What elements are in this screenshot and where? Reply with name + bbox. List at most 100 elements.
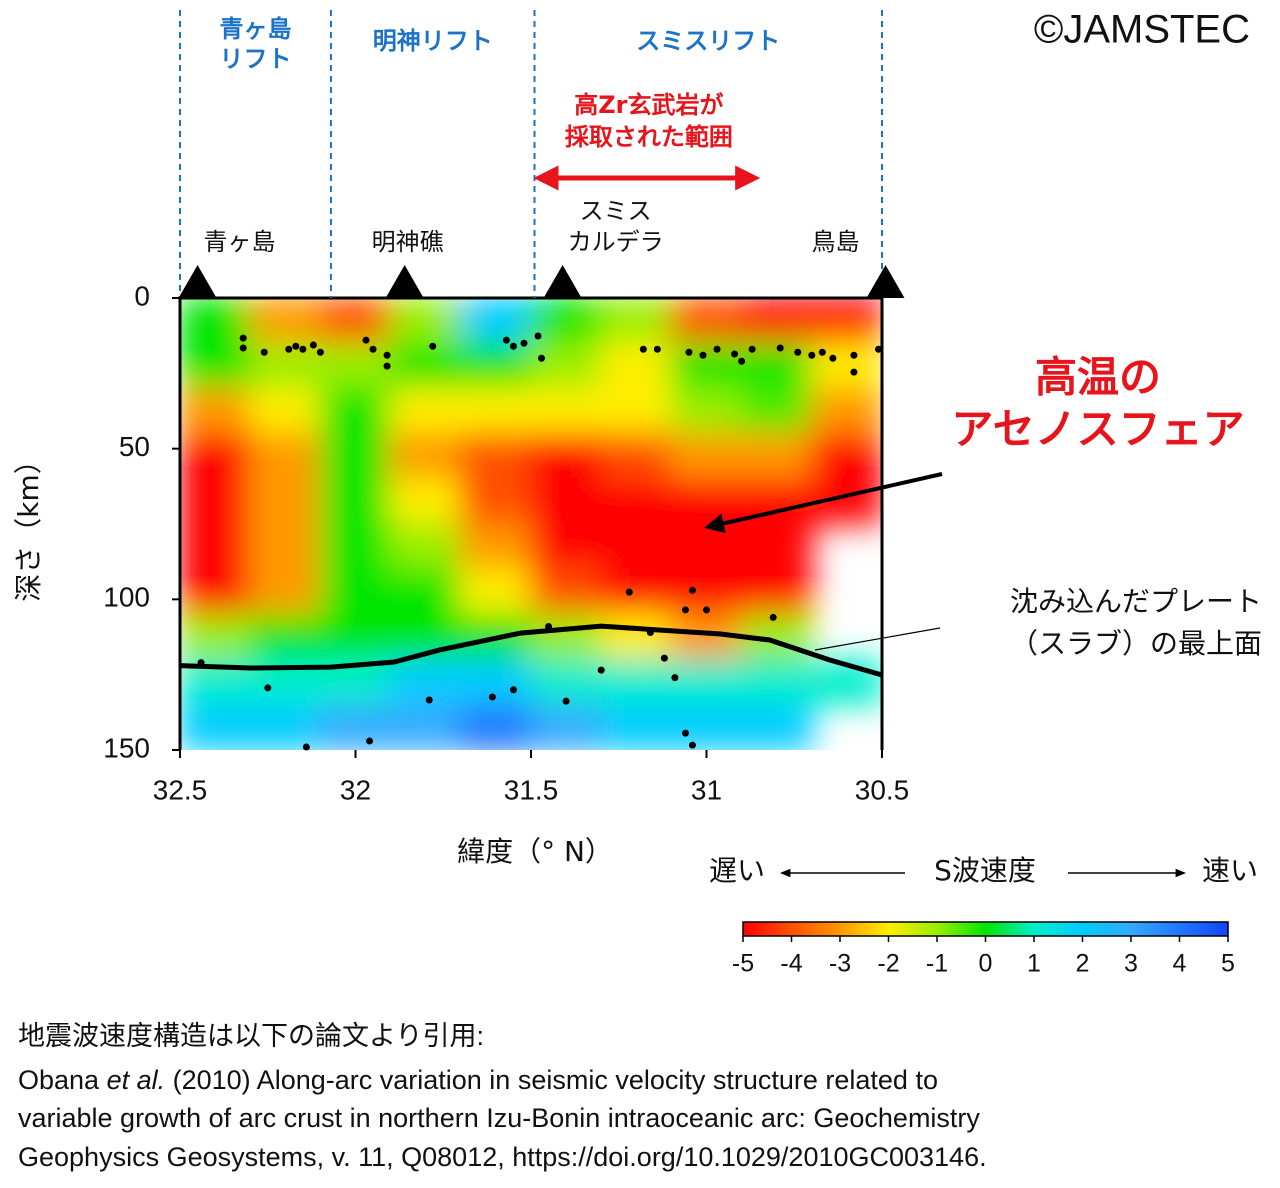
earthquake (671, 674, 679, 682)
heat-cell (459, 432, 532, 480)
heat-cell (670, 658, 743, 706)
earthquake (688, 741, 696, 749)
x-tick-label: 32 (340, 774, 371, 805)
heat-cell (600, 298, 673, 345)
heat-cell (389, 477, 462, 525)
heat-cell (389, 658, 462, 706)
earthquake (738, 357, 746, 365)
x-tick-label: 32.5 (153, 774, 208, 805)
heat-cell (459, 342, 532, 390)
volcano-name: 明神礁 (372, 228, 444, 256)
heat-cell (740, 298, 813, 345)
hot-label: 高温の (1035, 353, 1161, 402)
citation-part: et al. (107, 1065, 166, 1095)
earthquake (425, 696, 433, 704)
earthquake (794, 348, 802, 356)
heat-cell (670, 298, 743, 345)
heat-cell (389, 703, 462, 750)
earthquake (646, 628, 654, 636)
heat-cell (459, 658, 532, 706)
copyright: ©JAMSTEC (1034, 8, 1250, 52)
earthquake (597, 666, 605, 674)
heat-cell (389, 432, 462, 480)
hot-label: アセノスフェア (951, 405, 1244, 454)
heat-cell (319, 342, 392, 390)
earthquake (639, 345, 647, 353)
citation-line: Obana et al. (2010) Along-arc variation … (18, 1065, 938, 1095)
earthquake (625, 588, 633, 596)
earthquake (488, 693, 496, 701)
earthquake (299, 345, 307, 353)
earthquake (383, 351, 391, 359)
heat-cell (530, 523, 603, 571)
earthquake (660, 654, 668, 662)
heat-cell (180, 477, 252, 525)
earthquake (260, 348, 268, 356)
earthquake (502, 336, 510, 344)
colorbar-tick-label: 3 (1124, 950, 1138, 978)
rift-name: 明神リフト (373, 27, 493, 55)
earthquake (264, 684, 272, 692)
zr-label: 高Zr玄武岩が (574, 91, 723, 119)
earthquake (685, 348, 693, 356)
earthquake (769, 613, 777, 621)
heat-cell (180, 523, 252, 571)
colorbar-tick-label: 5 (1221, 950, 1235, 978)
earthquake (316, 348, 324, 356)
slab-pointer (814, 627, 941, 651)
heat-cell (180, 703, 252, 750)
y-tick-label: 0 (134, 280, 150, 311)
earthquake (748, 345, 756, 353)
earthquake (509, 686, 517, 694)
zr-label: 採取された範囲 (565, 123, 733, 151)
x-axis-label: 緯度（° N） (457, 835, 613, 868)
citation-line: variable growth of arc crust in northern… (18, 1103, 980, 1133)
heat-cell (249, 342, 322, 390)
heat-cell (600, 387, 673, 435)
earthquake (362, 336, 370, 344)
earthquake (239, 344, 247, 352)
x-tick-label: 30.5 (855, 774, 910, 805)
heat-cell (810, 298, 882, 345)
heat-cell (319, 432, 392, 480)
earthquake (538, 354, 546, 362)
earthquake (653, 345, 661, 353)
volcano-name: 青ヶ島 (204, 228, 276, 256)
heat-cell (389, 387, 462, 435)
heat-cell (600, 568, 673, 616)
y-tick-label: 150 (103, 732, 150, 763)
heat-cell (600, 432, 673, 480)
heat-cell (180, 568, 252, 616)
heat-cell (600, 523, 673, 571)
heat-cell (670, 523, 743, 571)
heat-cell (600, 658, 673, 706)
earthquake (829, 354, 837, 362)
colorbar (742, 921, 1229, 937)
earthquake (850, 351, 858, 359)
heat-cell (389, 523, 462, 571)
heat-cell (249, 568, 322, 616)
heat-cell (389, 342, 462, 390)
heat-cell (389, 568, 462, 616)
citation-line: Geophysics Geosystems, v. 11, Q08012, ht… (18, 1142, 987, 1172)
earthquake (239, 334, 247, 342)
earthquake (292, 342, 300, 350)
earthquake (383, 362, 391, 370)
heatmap (180, 298, 882, 750)
earthquake (681, 606, 689, 614)
heat-cell (530, 387, 603, 435)
slab-surface (179, 623, 883, 678)
earthquake (509, 342, 517, 350)
colorbar-high-label: 速い (1202, 854, 1258, 887)
earthquake (545, 622, 553, 630)
colorbar-label: S波速度 (934, 854, 1036, 887)
heatmap-cells (180, 298, 882, 750)
heat-cell (530, 613, 603, 661)
earthquake (302, 743, 310, 751)
heat-cell (530, 432, 603, 480)
heat-cell (530, 342, 603, 390)
volcano-name: カルデラ (568, 228, 664, 256)
heat-cell (810, 387, 882, 435)
heat-cell (319, 703, 392, 750)
